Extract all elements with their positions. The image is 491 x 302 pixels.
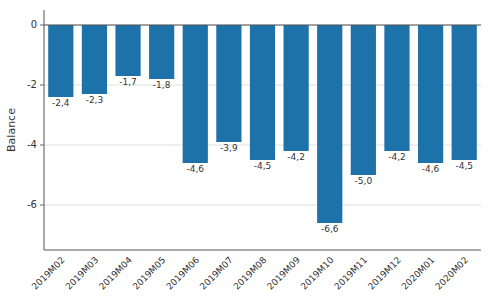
tick-label: 2019M07 [198, 255, 235, 292]
grid-line [44, 25, 481, 26]
chart-container: 0-2-4-6-2,4-2,3-1,7-1,8-4,6-3,9-4,5-4,2-… [0, 0, 491, 302]
x-axis: 2019M022019M032019M042019M052019M062019M… [30, 255, 470, 292]
tick-label: -2 [27, 79, 37, 90]
tick-mark [40, 205, 44, 206]
tick-mark [40, 85, 44, 86]
tick-label: 2020M01 [400, 255, 437, 292]
bar [82, 25, 107, 94]
data-label: -6,6 [321, 224, 339, 234]
bar [216, 25, 241, 142]
data-label: -5,0 [355, 176, 373, 186]
x-axis-line [44, 250, 481, 251]
bar [384, 25, 409, 151]
tick-label: 2019M11 [332, 255, 369, 292]
zero-line [44, 25, 481, 26]
tick-label: 2019M08 [232, 255, 269, 292]
grid-line [44, 205, 481, 206]
data-label: -2,4 [52, 98, 70, 108]
bar [250, 25, 275, 160]
tick-label: 2019M05 [131, 255, 168, 292]
tick-label: -6 [27, 199, 37, 210]
data-label: -3,9 [220, 143, 238, 153]
data-label: -4,6 [422, 164, 440, 174]
bar [284, 25, 309, 151]
tick-label: 0 [31, 19, 37, 30]
y-axis: 0 -2 -4 -6 [27, 19, 481, 210]
data-label: -4,5 [254, 161, 272, 171]
chart: 0-2-4-6-2,4-2,3-1,7-1,8-4,6-3,9-4,5-4,2-… [0, 0, 491, 302]
bar [115, 25, 140, 76]
data-label: -1,7 [119, 77, 137, 87]
bars [48, 25, 477, 223]
tick-label: 2019M10 [299, 255, 336, 292]
data-label: -4,2 [388, 152, 406, 162]
data-label: -1,8 [153, 80, 171, 90]
axis-label: Balance [5, 108, 18, 152]
tick-label: 2019M09 [265, 255, 302, 292]
tick-label: 2019M04 [97, 255, 134, 292]
data-label: -2,3 [86, 95, 104, 105]
tick-mark [40, 25, 44, 26]
bar [149, 25, 174, 79]
tick-label: 2019M02 [30, 255, 67, 292]
data-labels: -2,4 -2,3 -1,7 -1,8 -4,6 -3,9 -4,5 -4,2 -6,6 -5,0… [52, 77, 473, 234]
bar [418, 25, 443, 163]
bar [317, 25, 342, 223]
tick-label: 2020M02 [433, 255, 470, 292]
data-label: -4,2 [287, 152, 305, 162]
bar [351, 25, 376, 175]
tick-mark [40, 145, 44, 146]
bar [183, 25, 208, 163]
data-label: -4,6 [186, 164, 204, 174]
bar [48, 25, 73, 97]
tick-label: -4 [27, 139, 37, 150]
tick-label: 2019M03 [64, 255, 101, 292]
y-axis-line [44, 10, 45, 250]
tick-label: 2019M12 [366, 255, 403, 292]
bar [452, 25, 477, 160]
tick-label: 2019M06 [164, 255, 201, 292]
data-label: -4,5 [455, 161, 473, 171]
